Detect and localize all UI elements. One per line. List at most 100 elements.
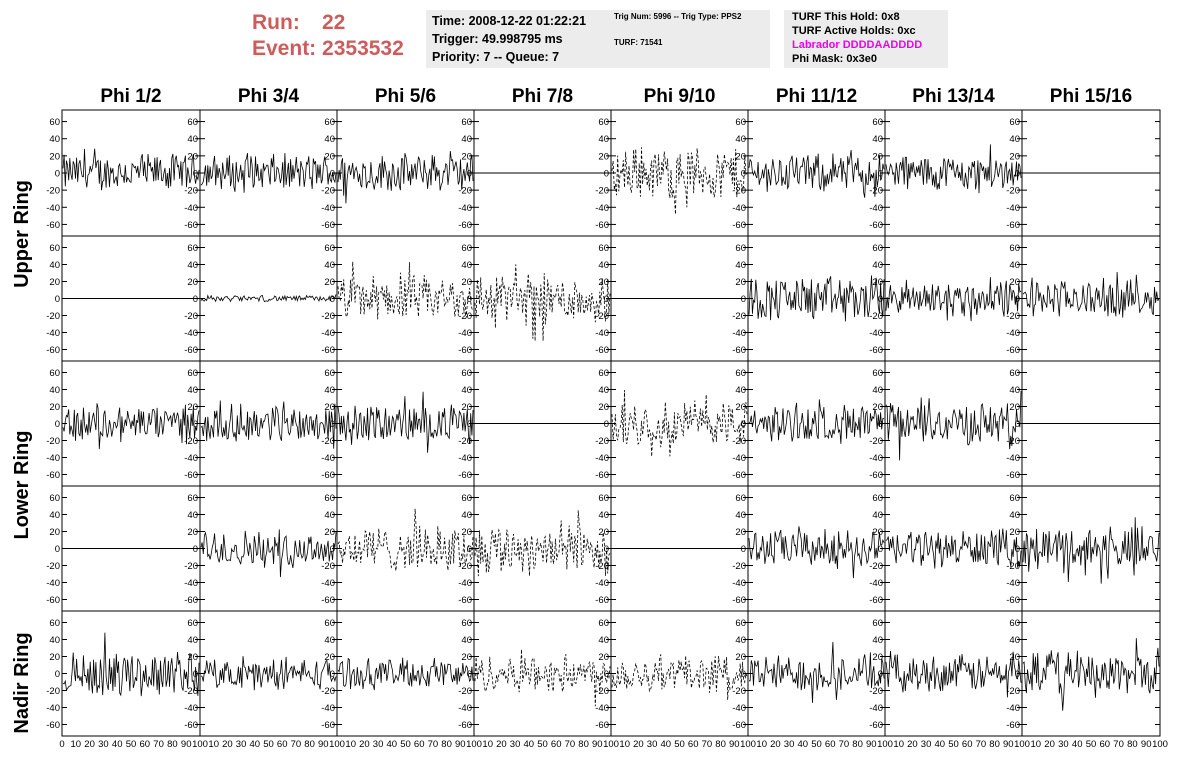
- column-header-phi-3-4: Phi 3/4: [237, 86, 300, 107]
- x-tick-label: 90: [181, 739, 192, 750]
- y-tick-label: -20: [595, 186, 609, 197]
- y-tick-label: 0: [878, 294, 883, 305]
- y-tick-label: -60: [321, 345, 335, 356]
- y-tick-label: 0: [1015, 544, 1020, 555]
- y-tick-label: -60: [595, 595, 609, 606]
- x-tick-label: 10: [893, 739, 904, 750]
- y-tick-label: 40: [1009, 510, 1020, 521]
- y-tick-label: 0: [193, 294, 198, 305]
- y-tick-label: 20: [598, 652, 609, 663]
- y-tick-label: -20: [732, 436, 746, 447]
- x-tick-label: 10: [208, 739, 219, 750]
- y-tick-label: 60: [187, 368, 198, 379]
- y-tick-label: 0: [193, 544, 198, 555]
- x-tick-label: 90: [1141, 739, 1152, 750]
- y-tick-label: 40: [598, 385, 609, 396]
- waveform-trace: [885, 277, 1022, 322]
- y-tick-label: 60: [872, 243, 883, 254]
- y-tick-label: 60: [1009, 493, 1020, 504]
- y-tick-label: -40: [1006, 328, 1020, 339]
- x-tick-label: 90: [318, 739, 329, 750]
- y-tick-label: -40: [46, 578, 60, 589]
- y-tick-label: -40: [732, 453, 746, 464]
- waveform-trace: [337, 508, 474, 571]
- y-tick-label: 20: [187, 151, 198, 162]
- time-text: Time: 2008-12-22 01:22:21: [432, 14, 587, 28]
- y-tick-label: -20: [46, 311, 60, 322]
- waveform-trace: [200, 400, 337, 449]
- x-tick-label: 50: [1086, 739, 1097, 750]
- y-tick-label: -20: [869, 436, 883, 447]
- y-tick-label: -60: [184, 470, 198, 481]
- y-tick-label: 60: [735, 117, 746, 128]
- y-tick-label: 20: [735, 652, 746, 663]
- y-tick-label: -20: [732, 686, 746, 697]
- y-tick-label: 40: [1009, 260, 1020, 271]
- y-tick-label: 60: [461, 243, 472, 254]
- waveform-trace: [1022, 517, 1160, 584]
- turf-text: TURF: 71541: [614, 38, 663, 47]
- y-tick-label: 20: [1009, 402, 1020, 413]
- y-tick-label: -60: [458, 720, 472, 731]
- x-tick-label: 10: [756, 739, 767, 750]
- y-tick-label: -60: [46, 595, 60, 606]
- y-tick-label: 40: [187, 134, 198, 145]
- y-tick-label: 60: [49, 618, 60, 629]
- y-tick-label: 40: [872, 635, 883, 646]
- y-tick-label: -40: [458, 203, 472, 214]
- y-tick-label: -60: [732, 220, 746, 231]
- y-tick-label: -60: [184, 220, 198, 231]
- y-tick-label: -20: [184, 186, 198, 197]
- y-tick-label: 20: [461, 151, 472, 162]
- y-tick-label: 40: [735, 635, 746, 646]
- x-tick-label: 0: [59, 739, 64, 750]
- y-tick-label: 0: [878, 169, 883, 180]
- x-tick-label: 40: [524, 739, 535, 750]
- y-tick-label: 20: [598, 151, 609, 162]
- y-tick-label: 40: [598, 134, 609, 145]
- y-tick-label: -20: [458, 686, 472, 697]
- y-tick-label: 20: [324, 402, 335, 413]
- y-tick-label: 40: [324, 134, 335, 145]
- x-tick-label: 60: [551, 739, 562, 750]
- y-tick-label: -60: [321, 720, 335, 731]
- y-tick-label: -40: [732, 203, 746, 214]
- plot-frame: [610, 610, 749, 737]
- x-tick-label: 20: [770, 739, 781, 750]
- y-tick-label: -60: [595, 220, 609, 231]
- y-tick-label: 0: [741, 294, 746, 305]
- x-tick-label: 80: [1127, 739, 1138, 750]
- x-tick-label: 10: [71, 739, 82, 750]
- x-tick-label: 100: [192, 739, 208, 750]
- y-tick-label: -40: [595, 578, 609, 589]
- y-tick-label: 40: [872, 260, 883, 271]
- column-header-phi-13-14: Phi 13/14: [912, 86, 995, 107]
- y-tick-label: -40: [458, 578, 472, 589]
- x-tick-label: 60: [688, 739, 699, 750]
- time-info-panel: Time: 2008-12-22 01:22:21 Trigger: 49.99…: [426, 10, 618, 68]
- y-tick-label: -60: [869, 220, 883, 231]
- y-tick-label: 0: [330, 419, 335, 430]
- x-tick-label: 10: [482, 739, 493, 750]
- y-tick-label: 40: [324, 510, 335, 521]
- y-tick-label: 60: [872, 117, 883, 128]
- x-tick-label: 30: [784, 739, 795, 750]
- y-tick-label: -60: [458, 595, 472, 606]
- y-tick-label: -60: [869, 470, 883, 481]
- y-tick-label: -20: [869, 311, 883, 322]
- y-tick-label: 20: [1009, 527, 1020, 538]
- y-tick-label: -40: [46, 328, 60, 339]
- waveform-trace: [337, 391, 474, 453]
- y-tick-label: -20: [46, 686, 60, 697]
- y-tick-label: -60: [1006, 470, 1020, 481]
- column-header-phi-1-2: Phi 1/2: [100, 86, 162, 107]
- y-tick-label: -40: [184, 328, 198, 339]
- y-tick-label: 20: [49, 652, 60, 663]
- column-header-phi-7-8: Phi 7/8: [511, 86, 574, 107]
- y-tick-label: 40: [49, 385, 60, 396]
- y-tick-label: -20: [46, 561, 60, 572]
- y-tick-label: -60: [595, 470, 609, 481]
- x-tick-label: 10: [619, 739, 630, 750]
- y-tick-label: 60: [1009, 368, 1020, 379]
- waveform-trace: [611, 654, 748, 700]
